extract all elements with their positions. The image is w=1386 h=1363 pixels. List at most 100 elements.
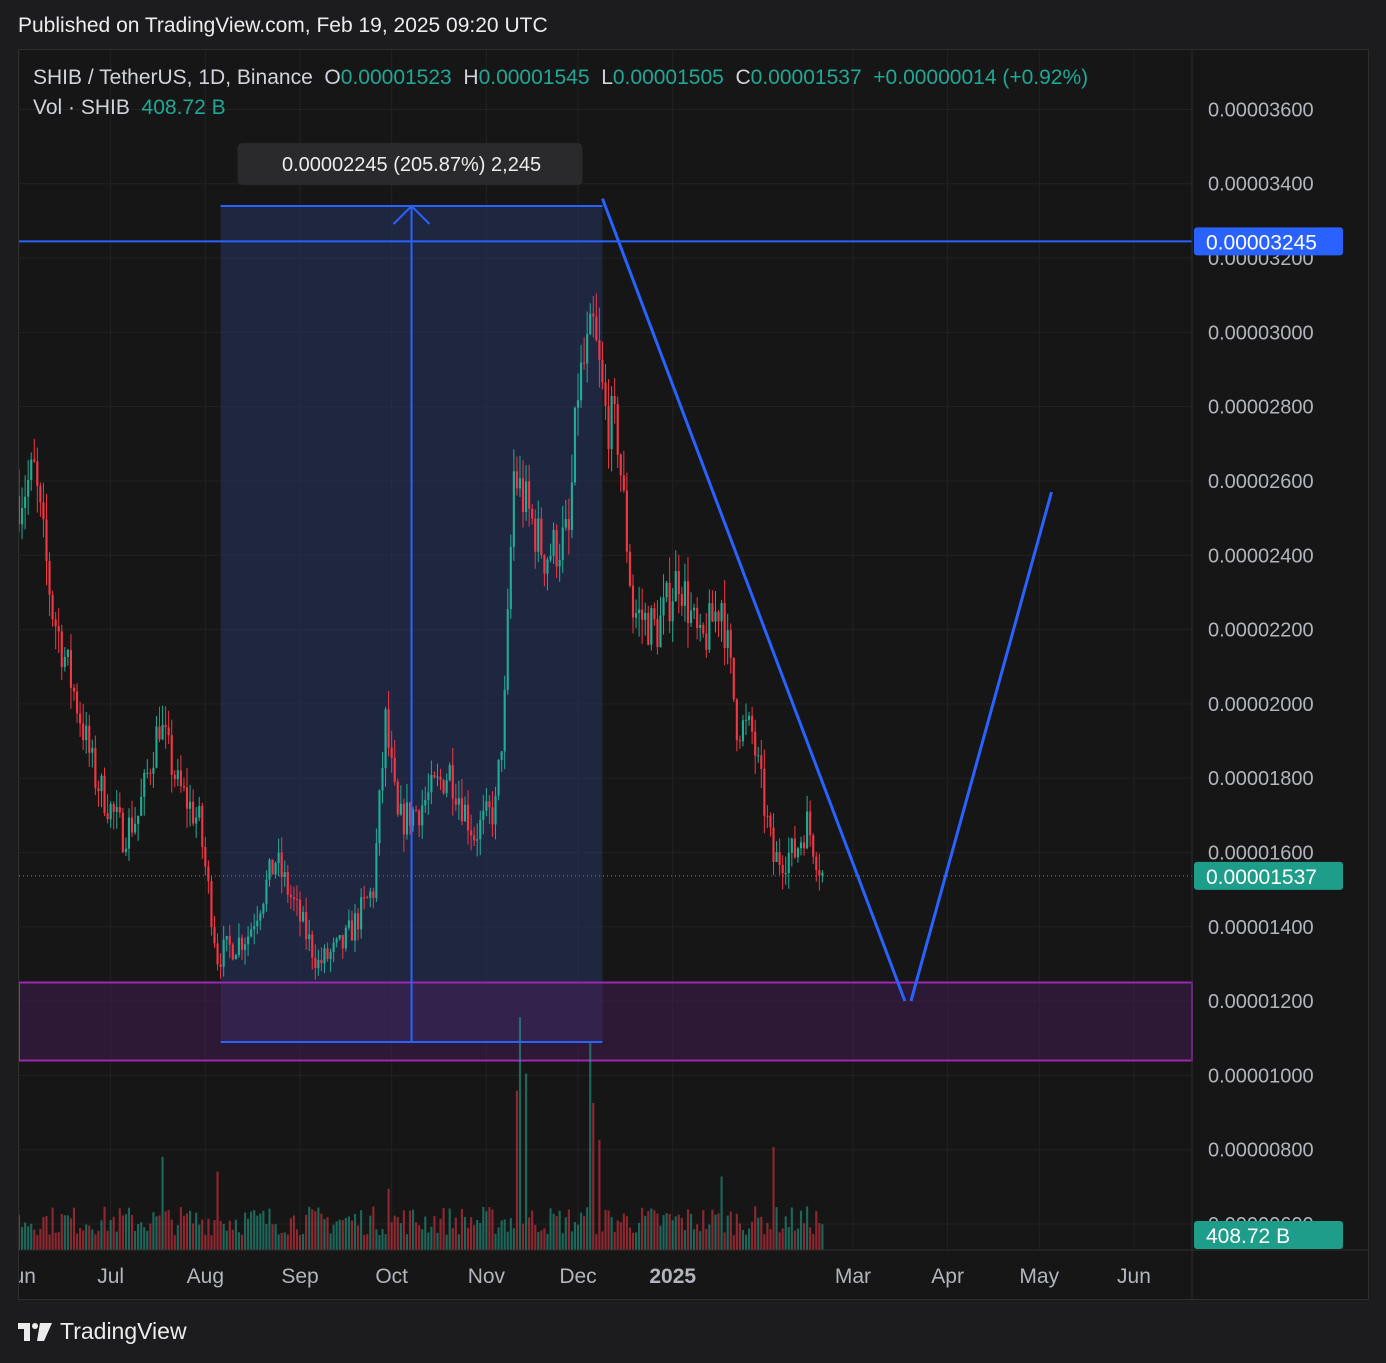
candle-body [720, 603, 723, 622]
volume-bar [167, 1210, 170, 1250]
x-tick-label: Jun [19, 1265, 36, 1288]
candle-body [72, 687, 76, 692]
candle-body [39, 485, 42, 503]
volume-bar [528, 1217, 531, 1250]
candle-body [748, 715, 751, 720]
candle-body [659, 615, 662, 648]
y-tick-label: 0.00001200 [1208, 991, 1314, 1013]
volume-bar [63, 1215, 66, 1250]
candle-body [613, 396, 616, 405]
measure-arrow-head-icon [392, 204, 431, 225]
volume-bar [689, 1213, 693, 1250]
candle-body [821, 872, 824, 876]
candle-body [604, 382, 607, 407]
candle-body [308, 934, 311, 940]
trend-line [601, 198, 907, 1002]
volume-bar [424, 1216, 427, 1250]
x-tick-label: Aug [187, 1265, 224, 1288]
candle-body [439, 776, 442, 781]
volume-bar [757, 1217, 760, 1250]
volume-bar [558, 1210, 561, 1250]
open-value: 0.00001523 [340, 66, 452, 89]
volume-bar [375, 1229, 378, 1250]
volume-bar [537, 1231, 540, 1250]
candle-body [164, 724, 167, 728]
candle-body [757, 755, 760, 757]
candle-body [274, 862, 277, 875]
footer-brand[interactable]: TradingView [18, 1318, 187, 1345]
volume-bar [445, 1234, 448, 1250]
candle-body [781, 864, 784, 874]
x-tick-label: Oct [375, 1265, 408, 1288]
volume-bar [674, 1216, 677, 1250]
candle-body [769, 815, 772, 828]
volume-bar [75, 1233, 79, 1250]
volume-bar [195, 1212, 198, 1250]
high-value: 0.00001545 [478, 66, 590, 89]
candle-body [375, 843, 378, 898]
volume-bar [454, 1217, 457, 1250]
candle-body [405, 802, 409, 835]
volume-bar [274, 1224, 277, 1250]
candle-body [784, 872, 787, 874]
candle-body [332, 942, 335, 953]
volume-bar [421, 1229, 424, 1250]
candle-body [711, 603, 714, 622]
volume-bar [381, 1228, 384, 1250]
candle-body [598, 340, 601, 360]
y-tick-label: 0.00001800 [1208, 768, 1314, 790]
candle-body [256, 920, 259, 927]
candle-body [219, 964, 222, 967]
volume-bar [589, 1041, 592, 1250]
candle-body [586, 334, 589, 364]
volume-bar [604, 1210, 607, 1250]
volume-bar [161, 1156, 164, 1250]
candle-body [494, 795, 497, 825]
volume-bar [662, 1215, 665, 1250]
volume-bar [360, 1210, 363, 1250]
volume-bar [24, 1222, 27, 1250]
volume-bar [772, 1147, 775, 1250]
candle-body [573, 407, 577, 483]
price-chart[interactable]: 0.00002245 (205.87%) 2,245 0.00003600 0.00… [19, 50, 1368, 1299]
candle-body [671, 601, 674, 622]
volume-bar [20, 1226, 24, 1250]
volume-bar [512, 1228, 515, 1250]
candle-body [326, 948, 329, 959]
candle-body [689, 610, 693, 624]
volume-bar [430, 1226, 433, 1250]
volume-bar [543, 1228, 546, 1250]
candle-body [109, 804, 112, 820]
volume-bar [534, 1224, 537, 1250]
volume-bar [207, 1218, 210, 1250]
candle-body [583, 362, 586, 364]
chart-frame[interactable]: 0.00002245 (205.87%) 2,245 0.00003600 0.00… [18, 49, 1369, 1300]
symbol-name[interactable]: SHIB / TetherUS, 1D, Binance [33, 66, 313, 89]
volume-bar [744, 1234, 748, 1250]
volume-bar [243, 1212, 247, 1250]
volume-badge: 408.72 B [1206, 1225, 1290, 1248]
volume-bar [216, 1171, 219, 1250]
volume-bar [103, 1206, 106, 1250]
candle-body [185, 787, 189, 809]
volume-bar [482, 1206, 485, 1250]
candle-body [451, 765, 454, 799]
volume-label[interactable]: Vol · SHIB [33, 96, 130, 119]
horizontal-line-price-badge-box [1194, 227, 1343, 256]
volume-bar [387, 1188, 390, 1250]
volume-bar [818, 1222, 821, 1250]
volume-bar [179, 1207, 182, 1250]
candle-body [350, 920, 354, 941]
candle-body [647, 612, 650, 645]
support-zone [19, 981, 1193, 1062]
volume-bar [30, 1223, 33, 1250]
candle-body [775, 852, 778, 862]
volume-bar [280, 1232, 283, 1250]
volume-bar [88, 1225, 91, 1250]
x-tick-label: Sep [281, 1265, 318, 1288]
candle-body [140, 796, 143, 816]
volume-bar [427, 1232, 430, 1250]
y-tick-label: 0.00001600 [1208, 842, 1314, 864]
candle-body [100, 775, 103, 792]
volume-bar [576, 1224, 580, 1250]
